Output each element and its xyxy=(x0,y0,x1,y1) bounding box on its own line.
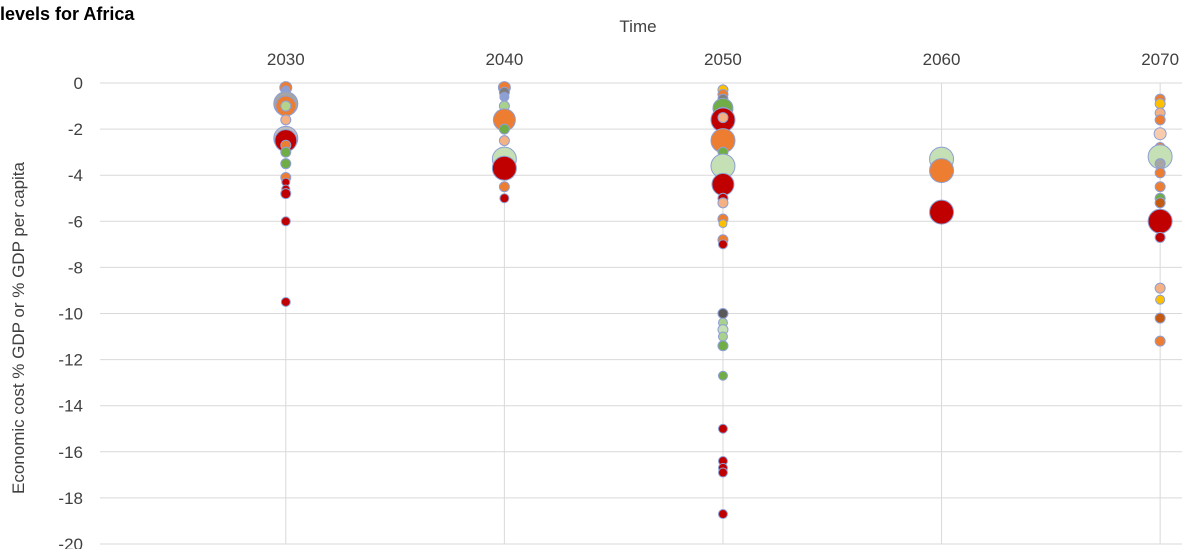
data-point xyxy=(1147,208,1173,234)
data-point xyxy=(280,114,292,126)
data-point xyxy=(280,296,291,307)
y-tick-label: 0 xyxy=(74,74,83,93)
y-tick-label: -16 xyxy=(58,443,83,462)
data-point xyxy=(280,216,291,227)
data-point xyxy=(1154,167,1166,179)
data-point xyxy=(280,188,292,200)
data-point xyxy=(717,423,728,434)
data-point xyxy=(1154,335,1166,347)
y-tick-label: -14 xyxy=(58,397,83,416)
data-point xyxy=(718,219,728,229)
x-tick-label: 2060 xyxy=(923,50,961,69)
x-tick-labels: 2030 2040 2050 2060 2070 xyxy=(267,50,1179,69)
gridlines xyxy=(100,82,1182,545)
data-point xyxy=(717,370,728,381)
chart-title: levels for Africa xyxy=(0,4,135,24)
data-point xyxy=(717,467,728,478)
data-point xyxy=(280,100,292,112)
data-point xyxy=(929,199,955,225)
data-point xyxy=(1155,294,1166,305)
data-point xyxy=(280,158,292,170)
x-tick-label: 2070 xyxy=(1141,50,1179,69)
data-point xyxy=(717,331,728,342)
data-point xyxy=(1154,114,1166,126)
y-tick-label: -6 xyxy=(68,212,83,231)
data-points xyxy=(273,81,1173,520)
data-point xyxy=(1154,98,1166,110)
y-tick-label: -8 xyxy=(68,258,83,277)
data-point xyxy=(499,193,510,204)
data-point xyxy=(1154,231,1166,243)
y-tick-label: -10 xyxy=(58,305,83,324)
data-point xyxy=(1154,312,1166,324)
y-tick-label: -4 xyxy=(68,166,83,185)
y-tick-label: -18 xyxy=(58,489,83,508)
data-point xyxy=(1154,197,1166,209)
data-point xyxy=(498,181,510,193)
data-point xyxy=(499,91,510,102)
data-point xyxy=(280,146,292,158)
x-tick-label: 2040 xyxy=(485,50,523,69)
data-point xyxy=(929,158,955,184)
data-point xyxy=(717,239,728,250)
y-axis-title: Economic cost % GDP or % GDP per capita xyxy=(9,161,28,493)
data-point xyxy=(717,308,729,319)
data-point xyxy=(717,509,728,520)
data-point xyxy=(1154,282,1166,294)
x-tick-label: 2030 xyxy=(267,50,305,69)
data-point xyxy=(1154,181,1166,193)
data-point xyxy=(717,197,729,209)
data-point xyxy=(498,123,510,135)
y-tick-label: -12 xyxy=(58,351,83,370)
x-axis-title: Time xyxy=(619,17,656,36)
data-point xyxy=(1154,158,1166,170)
data-point xyxy=(717,112,729,124)
data-point xyxy=(711,172,735,196)
data-point xyxy=(717,340,729,352)
y-tick-label: -2 xyxy=(68,120,83,139)
x-tick-label: 2050 xyxy=(704,50,742,69)
data-point xyxy=(498,135,510,147)
y-tick-label: -20 xyxy=(58,535,83,549)
data-point xyxy=(491,155,517,181)
y-tick-labels: 0 -2 -4 -6 -8 -10 -12 -14 -16 -18 -20 xyxy=(58,74,83,549)
data-point xyxy=(1153,127,1167,141)
